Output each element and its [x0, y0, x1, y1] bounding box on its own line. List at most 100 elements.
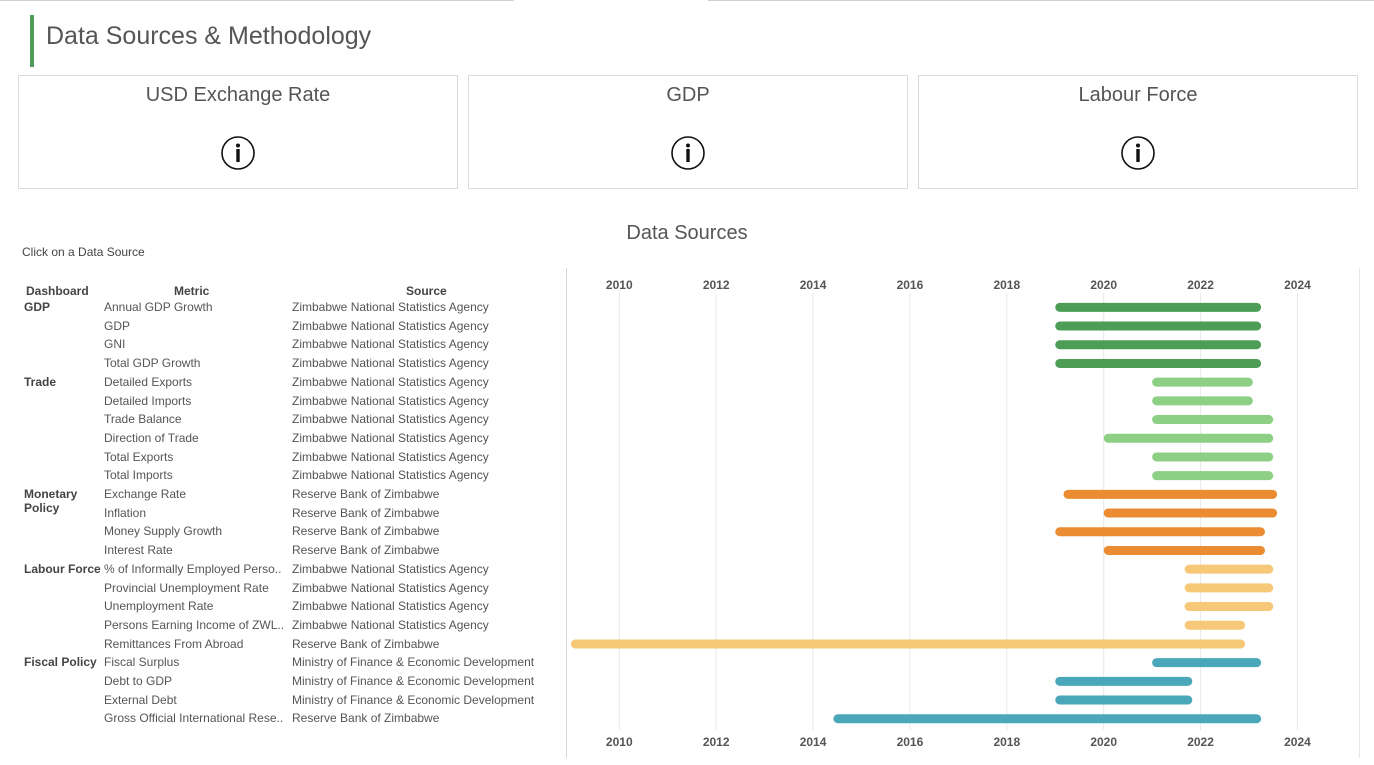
- table-row[interactable]: Total Imports Zimbabwe National Statistic…: [0, 466, 1374, 485]
- card-title: USD Exchange Rate: [145, 84, 331, 106]
- timeline-bar[interactable]: [1055, 321, 1262, 331]
- metric-label: Total GDP Growth: [104, 356, 201, 371]
- timeline-bar[interactable]: [1152, 415, 1274, 425]
- x-tick-label-bottom: 2016: [897, 735, 924, 749]
- timeline-bar[interactable]: [1184, 620, 1246, 630]
- metric-label: Fiscal Surplus: [104, 655, 180, 670]
- x-tick-label-top: 2016: [897, 278, 924, 292]
- metric-label: Direction of Trade: [104, 430, 199, 445]
- timeline-bar[interactable]: [1103, 508, 1278, 518]
- metric-label: Interest Rate: [104, 543, 173, 558]
- table-row[interactable]: Money Supply Growth Reserve Bank of Zimba…: [0, 522, 1374, 541]
- dashboard-group-label: Labour Force: [24, 561, 101, 576]
- data-sources-title: Data Sources: [626, 222, 748, 244]
- x-tick-label-top: 2024: [1284, 278, 1311, 292]
- x-tick-label-top: 2022: [1187, 278, 1214, 292]
- timeline-bar[interactable]: [1055, 527, 1265, 537]
- timeline-bar[interactable]: [1152, 658, 1262, 668]
- timeline-bar[interactable]: [1103, 433, 1274, 443]
- timeline-bar[interactable]: [1063, 489, 1278, 499]
- table-row[interactable]: Exchange Rate Reserve Bank of Zimbabwe: [0, 485, 1374, 504]
- source-label: Reserve Bank of Zimbabwe: [292, 543, 440, 558]
- source-label: Zimbabwe National Statistics Agency: [292, 561, 489, 576]
- source-label: Zimbabwe National Statistics Agency: [292, 430, 489, 445]
- source-label: Ministry of Finance & Economic Developme…: [292, 692, 535, 707]
- metric-label: Detailed Imports: [104, 393, 192, 408]
- table-row[interactable]: Gross Official International Rese.. Reser…: [0, 709, 1374, 728]
- source-label: Zimbabwe National Statistics Agency: [292, 599, 489, 614]
- info-icon[interactable]: [1121, 136, 1155, 170]
- table-row[interactable]: GDP Zimbabwe National Statistics Agency: [0, 317, 1374, 336]
- table-row[interactable]: Detailed Imports Zimbabwe National Statis…: [0, 392, 1374, 411]
- timeline-bar[interactable]: [1055, 302, 1262, 312]
- x-tick-label-bottom: 2010: [606, 735, 633, 749]
- info-icon[interactable]: [221, 136, 255, 170]
- source-label: Zimbabwe National Statistics Agency: [292, 337, 489, 352]
- top-divider-right: [708, 0, 1374, 1]
- metric-label: Debt to GDP: [104, 674, 173, 688]
- table-row[interactable]: Interest Rate Reserve Bank of Zimbabwe: [0, 541, 1374, 560]
- table-row[interactable]: Trade Balance Zimbabwe National Statistic…: [0, 410, 1374, 429]
- x-tick-label-bottom: 2018: [993, 735, 1020, 749]
- source-label: Ministry of Finance & Economic Developme…: [292, 655, 535, 670]
- timeline-bar[interactable]: [1055, 695, 1193, 705]
- table-row[interactable]: Direction of Trade Zimbabwe National Stat…: [0, 429, 1374, 448]
- column-header-source: Source: [406, 284, 447, 298]
- table-row[interactable]: Total Exports Zimbabwe National Statistic…: [0, 448, 1374, 467]
- timeline-bar[interactable]: [1055, 340, 1262, 350]
- table-row[interactable]: Inflation Reserve Bank of Zimbabwe: [0, 504, 1374, 523]
- table-row[interactable]: Remittances From Abroad Reserve Bank of Z…: [0, 635, 1374, 654]
- x-tick-label-bottom: 2020: [1090, 735, 1117, 749]
- x-tick-label-bottom: 2022: [1187, 735, 1214, 749]
- timeline-bar[interactable]: [1184, 602, 1274, 612]
- source-label: Zimbabwe National Statistics Agency: [292, 617, 489, 632]
- source-label: Zimbabwe National Statistics Agency: [292, 393, 489, 408]
- source-label: Zimbabwe National Statistics Agency: [292, 412, 489, 427]
- x-tick-label-bottom: 2014: [800, 735, 827, 749]
- timeline-bar[interactable]: [1152, 377, 1253, 387]
- source-label: Reserve Bank of Zimbabwe: [292, 711, 440, 726]
- timeline-bar[interactable]: [1152, 471, 1274, 481]
- metric-label: GNI: [104, 337, 126, 352]
- timeline-bar[interactable]: [1184, 564, 1274, 574]
- table-row[interactable]: Provincial Unemployment Rate Zimbabwe Nat…: [0, 579, 1374, 598]
- table-row[interactable]: Annual GDP Growth Zimbabwe National Stati…: [0, 298, 1374, 317]
- source-label: Zimbabwe National Statistics Agency: [292, 300, 489, 314]
- dashboard-group-label: GDP: [24, 300, 51, 314]
- info-icon[interactable]: [671, 136, 705, 170]
- x-tick-label-top: 2018: [993, 278, 1020, 292]
- timeline-bar[interactable]: [1152, 396, 1253, 406]
- column-header-dashboard: Dashboard: [26, 284, 89, 298]
- table-row[interactable]: Unemployment Rate Zimbabwe National Stati…: [0, 597, 1374, 616]
- title-accent-bar: [30, 15, 34, 67]
- source-label: Zimbabwe National Statistics Agency: [292, 374, 489, 389]
- table-row[interactable]: % of Informally Employed Perso.. Zimbabwe…: [0, 560, 1374, 579]
- timeline-bar[interactable]: [833, 714, 1262, 724]
- source-label: Zimbabwe National Statistics Agency: [292, 580, 489, 595]
- table-row[interactable]: Debt to GDP Ministry of Finance & Economi…: [0, 672, 1374, 691]
- timeline-bar[interactable]: [1055, 358, 1262, 368]
- timeline-bar[interactable]: [1103, 545, 1265, 555]
- table-row[interactable]: Persons Earning Income of ZWL.. Zimbabwe …: [0, 616, 1374, 635]
- timeline-bar[interactable]: [570, 639, 1246, 649]
- x-tick-label-bottom: 2012: [703, 735, 730, 749]
- timeline-bar[interactable]: [1152, 452, 1274, 462]
- timeline-bar[interactable]: [1055, 676, 1193, 686]
- card-gdp: GDP: [468, 75, 908, 189]
- table-row[interactable]: Fiscal Surplus Ministry of Finance & Econ…: [0, 653, 1374, 672]
- table-row[interactable]: Total GDP Growth Zimbabwe National Statis…: [0, 354, 1374, 373]
- table-row[interactable]: Detailed Exports Zimbabwe National Statis…: [0, 373, 1374, 392]
- source-label: Reserve Bank of Zimbabwe: [292, 487, 440, 501]
- source-label: Zimbabwe National Statistics Agency: [292, 449, 489, 464]
- dashboard-group-label: Trade: [24, 374, 57, 389]
- column-header-metric: Metric: [174, 284, 210, 298]
- card-labour-force: Labour Force: [918, 75, 1358, 189]
- source-label: Zimbabwe National Statistics Agency: [292, 356, 489, 371]
- x-tick-label-top: 2010: [606, 278, 633, 292]
- timeline-bar[interactable]: [1184, 583, 1274, 593]
- metric-label: Exchange Rate: [104, 487, 187, 501]
- table-row[interactable]: External Debt Ministry of Finance & Econo…: [0, 691, 1374, 710]
- card-usd-exchange-rate: USD Exchange Rate: [18, 75, 458, 189]
- table-row[interactable]: GNI Zimbabwe National Statistics Agency: [0, 335, 1374, 354]
